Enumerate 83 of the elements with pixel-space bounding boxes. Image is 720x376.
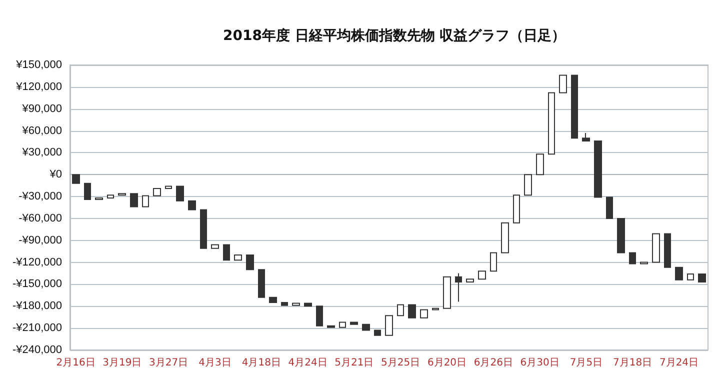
x-tick-label: 6月20日 xyxy=(427,358,467,368)
x-tick-label: 3月19日 xyxy=(102,358,142,368)
candlestick xyxy=(513,194,520,224)
y-tick-label: -¥120,000 xyxy=(12,256,62,268)
candlestick xyxy=(385,315,393,336)
candlestick xyxy=(211,244,219,249)
candlestick xyxy=(362,324,370,331)
candlestick xyxy=(408,304,416,318)
candlestick xyxy=(84,182,91,200)
x-tick-label: 2月16日 xyxy=(56,358,96,368)
x-tick-label: 6月26日 xyxy=(474,358,513,368)
candlestick xyxy=(374,330,381,336)
candlestick xyxy=(292,302,300,306)
candlestick xyxy=(675,266,683,280)
candlestick xyxy=(223,244,230,261)
candlestick xyxy=(327,325,335,328)
candlestick xyxy=(687,274,694,280)
candlestick xyxy=(478,270,486,280)
candlestick xyxy=(606,196,613,219)
x-tick-label: 7月18日 xyxy=(613,358,652,368)
candlestick xyxy=(165,186,172,189)
y-tick-label: -¥210,000 xyxy=(12,322,62,334)
candlestick xyxy=(118,193,126,196)
candlestick xyxy=(72,174,80,184)
candlestick xyxy=(420,309,428,318)
candlestick xyxy=(629,252,636,264)
candlestick xyxy=(339,322,346,328)
candlestick xyxy=(443,276,451,309)
y-tick-label: -¥60,000 xyxy=(18,212,62,224)
candlestick xyxy=(304,302,312,307)
candlestick xyxy=(652,233,660,263)
y-tick-label: -¥30,000 xyxy=(18,190,62,203)
candlestick xyxy=(582,132,590,142)
y-tick-label: -¥150,000 xyxy=(12,278,62,290)
candlestick xyxy=(548,92,555,155)
x-tick-label: 5月21日 xyxy=(334,358,374,368)
x-tick-label: 7月24日 xyxy=(659,358,699,368)
candlestick xyxy=(501,222,509,254)
y-tick-label: ¥60,000 xyxy=(21,124,62,137)
y-tick-label: ¥0 xyxy=(48,168,62,181)
x-tick-label: 5月25日 xyxy=(381,358,420,368)
candlestick xyxy=(200,209,207,249)
candlestick xyxy=(153,188,161,196)
y-tick-label: -¥240,000 xyxy=(12,344,62,356)
x-tick-label: 4月18日 xyxy=(242,358,281,368)
candlestick xyxy=(234,254,242,261)
candlestick xyxy=(698,274,706,283)
candlestick xyxy=(536,154,544,176)
chart-title: 2018年度 日経平均株価指数先物 収益グラフ（日足） xyxy=(223,27,566,44)
candlestick xyxy=(466,278,474,283)
candlestick xyxy=(258,269,265,298)
candlestick xyxy=(130,193,138,208)
y-tick-label: -¥180,000 xyxy=(12,300,62,312)
x-tick-label: 6月30日 xyxy=(520,358,560,368)
y-tick-label: ¥150,000 xyxy=(15,59,62,71)
candlestick xyxy=(664,233,671,268)
x-tick-label: 4月3日 xyxy=(198,358,232,368)
candlestick xyxy=(640,262,648,264)
candlestick xyxy=(432,308,439,310)
candlestick xyxy=(316,306,323,326)
candlestick xyxy=(397,304,404,316)
y-tick-label: ¥30,000 xyxy=(21,146,62,159)
y-tick-label: ¥90,000 xyxy=(21,102,62,115)
candlestick xyxy=(142,195,149,208)
candlestick xyxy=(281,302,288,306)
candlestick xyxy=(269,296,277,303)
candlestick xyxy=(571,74,578,139)
candlestick xyxy=(455,272,462,302)
candlestick xyxy=(524,174,532,196)
candlestick xyxy=(594,140,602,198)
x-tick-label: 4月24日 xyxy=(288,358,328,368)
y-tick-label: -¥90,000 xyxy=(18,234,62,246)
candlestick xyxy=(490,252,497,272)
x-tick-label: 3月27日 xyxy=(149,358,188,368)
y-tick-label: ¥120,000 xyxy=(15,80,62,93)
candlestick xyxy=(107,194,114,198)
x-tick-label: 7月5日 xyxy=(570,358,603,368)
candlestick xyxy=(350,322,358,325)
candlestick xyxy=(188,200,196,210)
candlestick xyxy=(176,186,184,202)
candlestick xyxy=(559,74,567,94)
candlestick xyxy=(246,254,254,270)
candlestick xyxy=(617,218,625,254)
